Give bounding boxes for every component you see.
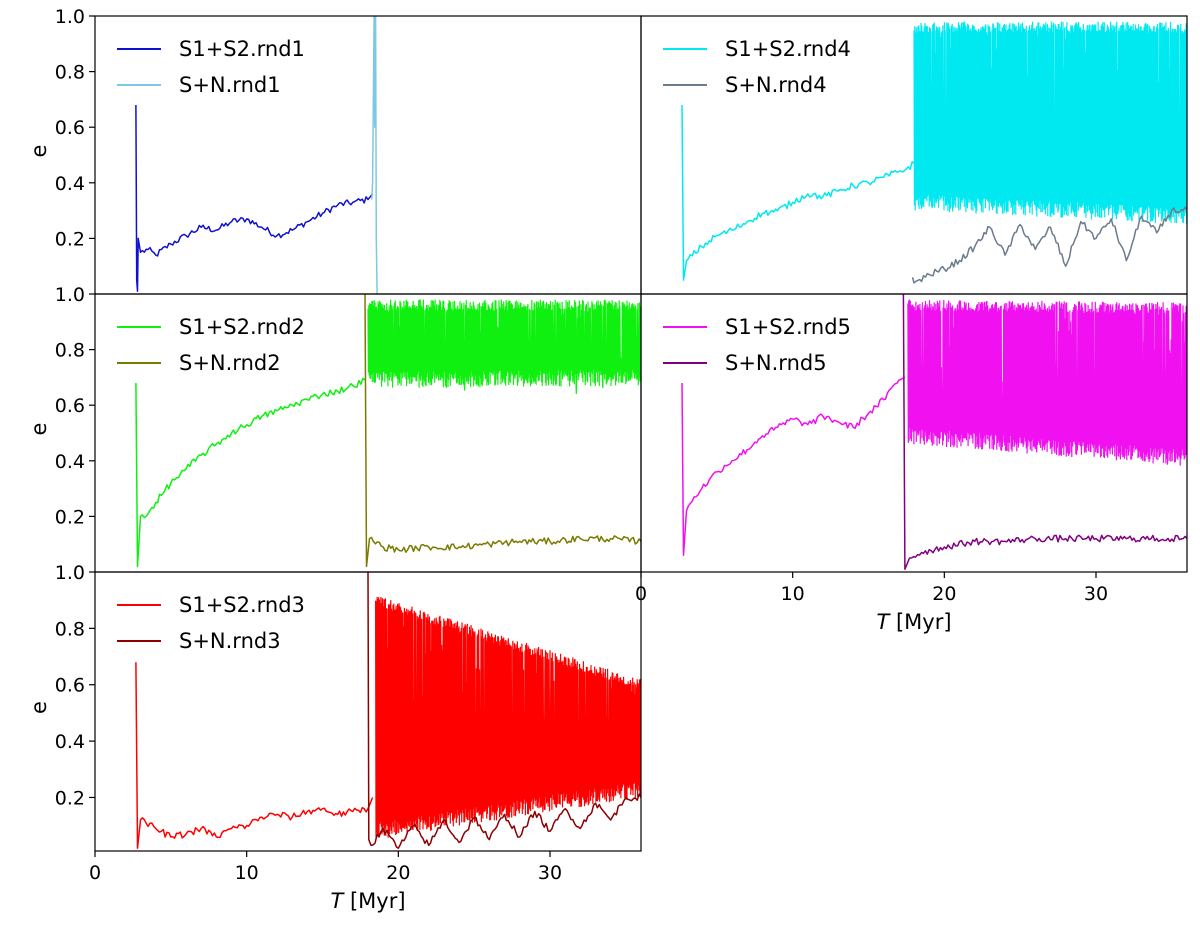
series-line-S1+S2.rnd3 (135, 662, 374, 849)
axes-frame (94, 571, 642, 852)
series-oscillation-S1+S2.rnd5 (907, 299, 1187, 466)
plot-area (135, 572, 641, 849)
panel-1: 0.2 0.4 0.6 0.8 1.0 e S1+S2.rnd1 S+N.rnd1 (27, 6, 642, 295)
plot-area (681, 21, 1187, 284)
y-tick-label: 0.4 (55, 731, 85, 753)
y-tick-label: 0.8 (55, 618, 85, 640)
y-tick-label: 0.6 (55, 675, 85, 697)
y-axis-label: e (27, 423, 51, 436)
x-axis-label: T [Myr] (330, 889, 405, 913)
panel-5: 0.2 0.4 0.6 0.8 1.0 0 10 20 30 e T [Myr] S1+S2.rnd3… (27, 562, 642, 913)
series-line-S1+S2.rnd1 (135, 104, 374, 292)
series-line-S+N.rnd1 (371, 16, 378, 294)
legend-label: S+N.rnd4 (725, 73, 827, 97)
legend-label: S1+S2.rnd4 (725, 37, 851, 61)
series-line-S+N.rnd4 (911, 206, 1187, 284)
series-line-S+N.rnd5 (902, 294, 1187, 570)
plot-area (135, 294, 641, 568)
legend-label: S+N.rnd2 (179, 351, 281, 375)
legend-label: S1+S2.rnd5 (725, 315, 851, 339)
y-axis-label: e (27, 145, 51, 158)
y-tick-label: 1.0 (55, 284, 85, 306)
panel-3: 0.2 0.4 0.6 0.8 1.0 e S1+S2.rnd2 S+N.rnd2 (27, 284, 642, 573)
series-line-S1+S2.rnd4 (681, 104, 915, 281)
y-tick-label: 0.4 (55, 451, 85, 473)
y-tick-label: 1.0 (55, 562, 85, 584)
series-oscillation-S1+S2.rnd2 (367, 299, 641, 395)
series-oscillation-S1+S2.rnd3 (375, 596, 641, 838)
legend-label: S1+S2.rnd1 (179, 37, 305, 61)
series-oscillation-S1+S2.rnd4 (913, 21, 1187, 224)
x-tick-label: 20 (932, 583, 956, 605)
y-tick-label: 0.8 (55, 62, 85, 84)
x-tick-label: 0 (89, 862, 101, 884)
y-tick-label: 0.4 (55, 173, 85, 195)
x-tick-label: 30 (1084, 583, 1108, 605)
x-tick-label: 10 (781, 583, 805, 605)
y-tick-label: 0.2 (55, 228, 85, 250)
y-tick-label: 0.6 (55, 117, 85, 139)
legend-label: S+N.rnd5 (725, 351, 827, 375)
y-tick-label: 0.6 (55, 395, 85, 417)
x-tick-label: 20 (386, 862, 410, 884)
legend-label: S+N.rnd1 (179, 73, 281, 97)
y-tick-label: 0.2 (55, 787, 85, 809)
panel-2: S1+S2.rnd4 S+N.rnd4 (640, 15, 1188, 295)
x-axis-label: T [Myr] (876, 610, 951, 634)
series-line-S1+S2.rnd5 (681, 376, 906, 557)
y-tick-label: 0.2 (55, 506, 85, 528)
legend-label: S1+S2.rnd3 (179, 593, 305, 617)
legend-label: S1+S2.rnd2 (179, 315, 305, 339)
legend-label: S+N.rnd3 (179, 629, 281, 653)
series-line-S1+S2.rnd2 (135, 377, 366, 568)
x-tick-label: 10 (235, 862, 259, 884)
y-tick-label: 1.0 (55, 6, 85, 28)
series-line-S+N.rnd3 (367, 572, 641, 849)
axes-frame (640, 293, 1188, 573)
series-line-S+N.rnd2 (364, 294, 641, 568)
plot-area (135, 16, 378, 294)
axes-frame (94, 15, 642, 295)
plot-area (681, 294, 1187, 570)
x-tick-label: 30 (538, 862, 562, 884)
y-axis-label: e (27, 701, 51, 714)
y-tick-label: 0.8 (55, 340, 85, 362)
